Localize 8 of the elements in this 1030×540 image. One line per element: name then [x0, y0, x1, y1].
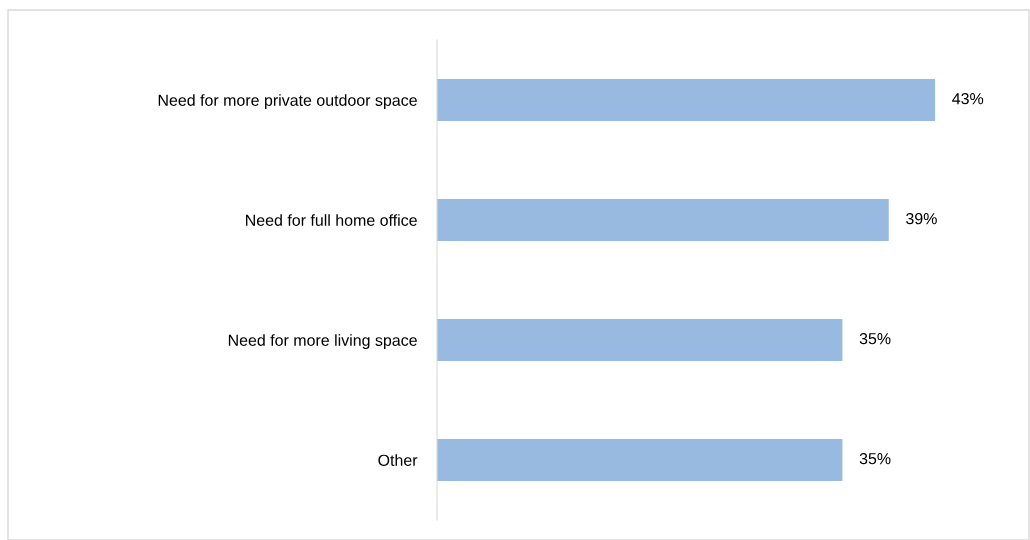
- data-label: 35%: [859, 452, 891, 465]
- y-tick-label: Need for full home office: [246, 214, 417, 226]
- y-tick-label: Other: [378, 454, 418, 466]
- y-tick-label: Need for more living space: [228, 334, 417, 350]
- y-tick-label: Need for more private outdoor space: [158, 94, 417, 110]
- data-label: 35%: [859, 332, 891, 345]
- data-label: 39%: [906, 212, 937, 225]
- data-label: 43%: [952, 92, 984, 105]
